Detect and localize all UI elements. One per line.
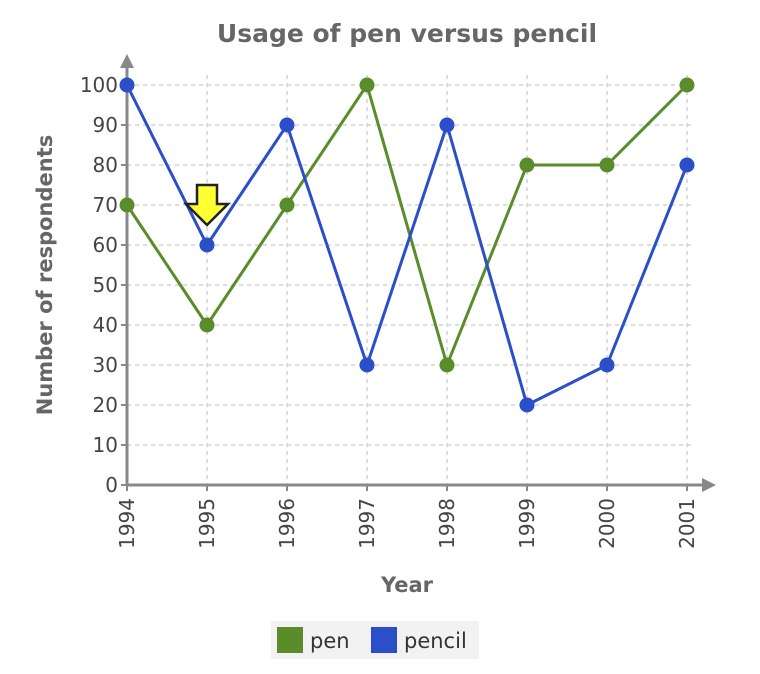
data-point-pencil[interactable] <box>439 117 455 133</box>
data-point-pencil[interactable] <box>599 357 615 373</box>
arrow-down-icon <box>182 183 232 227</box>
data-point-pencil[interactable] <box>279 117 295 133</box>
x-tick-label: 2000 <box>595 498 619 549</box>
series-pen <box>119 77 695 373</box>
legend-swatch <box>371 627 397 653</box>
x-axis-ticks: 1994 1995 1996 1997 1998 1999 2000 2001 <box>115 485 699 549</box>
y-axis-ticks: 0 10 20 30 40 50 60 70 80 90 100 <box>80 73 127 497</box>
x-tick-label: 1994 <box>115 498 139 549</box>
y-tick-label: 0 <box>105 473 118 497</box>
series-group <box>119 77 695 413</box>
x-tick-label: 1999 <box>515 498 539 549</box>
y-tick-label: 30 <box>93 353 118 377</box>
data-point-pen[interactable] <box>119 197 135 213</box>
data-point-pen[interactable] <box>599 157 615 173</box>
series-pencil <box>119 77 695 413</box>
data-point-pen[interactable] <box>279 197 295 213</box>
grid-lines <box>127 75 695 485</box>
x-tick-label: 2001 <box>675 498 699 549</box>
data-point-pen[interactable] <box>199 317 215 333</box>
legend-swatch <box>277 627 303 653</box>
y-axis-title: Number of respondents <box>33 135 57 416</box>
axes <box>120 54 716 492</box>
legend-item-pencil[interactable]: pencil <box>371 627 467 653</box>
annotation-group <box>182 183 232 227</box>
data-point-pencil[interactable] <box>519 397 535 413</box>
y-tick-label: 40 <box>93 313 118 337</box>
data-point-pencil[interactable] <box>199 237 215 253</box>
y-tick-label: 70 <box>93 193 118 217</box>
legend-label: pen <box>310 629 350 653</box>
x-axis-arrow-icon <box>702 478 716 492</box>
data-point-pen[interactable] <box>679 77 695 93</box>
legend-label: pencil <box>404 629 467 653</box>
data-point-pen[interactable] <box>359 77 375 93</box>
data-point-pen[interactable] <box>519 157 535 173</box>
x-axis-title: Year <box>380 573 434 597</box>
y-axis-arrow-icon <box>120 54 134 68</box>
x-tick-label: 1997 <box>355 498 379 549</box>
x-tick-label: 1998 <box>435 498 459 549</box>
y-tick-label: 50 <box>93 273 118 297</box>
data-point-pencil[interactable] <box>679 157 695 173</box>
y-tick-label: 80 <box>93 153 118 177</box>
y-tick-label: 20 <box>93 393 118 417</box>
data-point-pen[interactable] <box>439 357 455 373</box>
y-tick-label: 100 <box>80 73 118 97</box>
y-tick-label: 10 <box>93 433 118 457</box>
legend: pen pencil <box>271 621 479 659</box>
series-line-pen <box>125 83 689 367</box>
series-line-pencil <box>125 84 689 407</box>
x-tick-label: 1996 <box>275 498 299 549</box>
y-tick-label: 60 <box>93 233 118 257</box>
data-point-pencil[interactable] <box>119 77 135 93</box>
data-point-pencil[interactable] <box>359 357 375 373</box>
x-tick-label: 1995 <box>195 498 219 549</box>
y-tick-label: 90 <box>93 113 118 137</box>
legend-item-pen[interactable]: pen <box>277 627 350 653</box>
chart-title: Usage of pen versus pencil <box>217 19 597 48</box>
